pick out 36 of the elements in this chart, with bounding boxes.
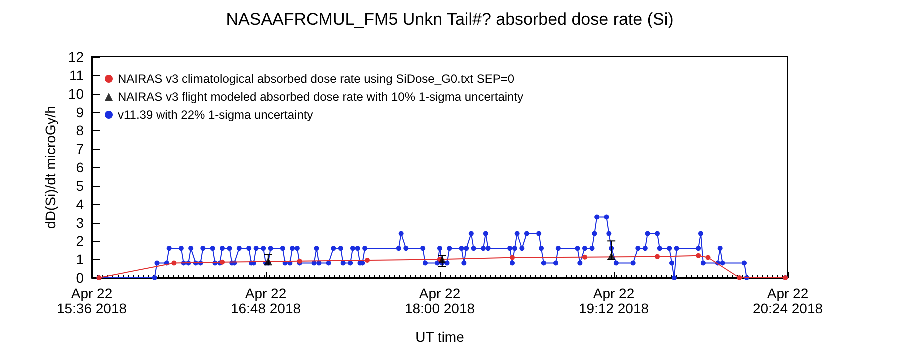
point: [582, 254, 588, 260]
point: [365, 258, 370, 264]
point: [696, 253, 702, 258]
y-tick-label: 7: [76, 141, 84, 158]
y-tick-label: 4: [76, 196, 84, 212]
y-tick-label: 3: [76, 214, 84, 231]
point: [608, 252, 616, 260]
point: [706, 255, 711, 260]
y-tick-label: 8: [76, 122, 84, 139]
point: [438, 256, 446, 264]
point: [172, 260, 177, 266]
y-tick-label: 11: [69, 67, 84, 84]
x-tick-label: Apr 22 18:00 2018: [404, 286, 476, 316]
y-tick-label: 2: [76, 233, 84, 250]
legend-label: v11.39 with 22% 1-sigma uncertainty: [118, 108, 314, 122]
y-tick-label: 5: [76, 178, 84, 194]
y-tick-label: 10: [68, 86, 84, 102]
x-axis-title: UT time: [416, 329, 465, 345]
point: [220, 260, 225, 265]
y-tick-label: 12: [68, 49, 84, 65]
x-tick-label: Apr 22 16:48 2018: [230, 286, 302, 316]
y-tick-label: 0: [76, 270, 84, 286]
y-tick-label: 1: [76, 252, 84, 268]
x-tick-label: Apr 22 19:12 2018: [578, 286, 650, 316]
point: [737, 276, 742, 280]
point: [510, 255, 515, 260]
y-tick-label: 6: [76, 160, 84, 176]
x-tick-label: Apr 22 20:24 2018: [752, 286, 824, 316]
chart-title: NASAAFRCMUL_FM5 Unkn Tail#? absorbed dose rate (Si): [226, 10, 674, 29]
point: [264, 258, 272, 265]
y-axis-title: dD(Si)/dt microGy/h: [42, 106, 59, 229]
x-tick-label: Apr 22 15:36 2018: [56, 286, 128, 316]
y-tick-label: 9: [76, 104, 84, 120]
point: [655, 254, 660, 260]
legend-label: NAIRAS v3 flight modeled absorbed dose rate with 10% 1-sigma uncertainty: [118, 90, 524, 104]
legend-label: NAIRAS v3 climatological absorbed dose rate using SiDose_G0.txt SEP=0: [118, 72, 515, 86]
